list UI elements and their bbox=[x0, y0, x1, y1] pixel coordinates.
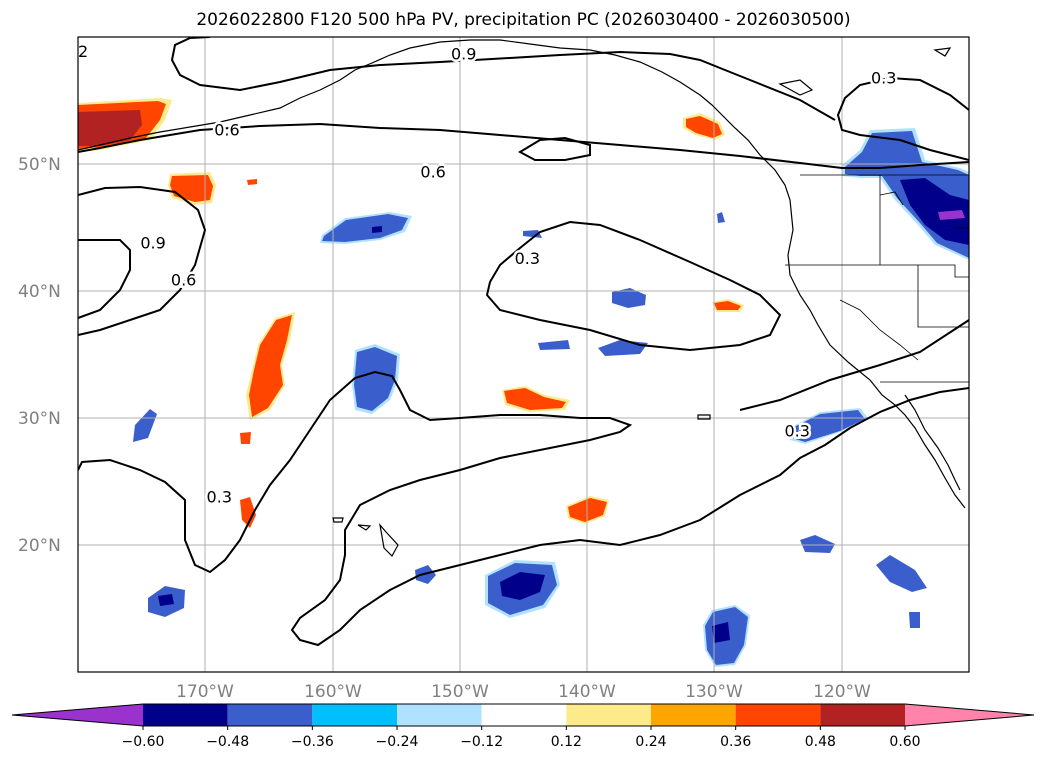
lon-label-140w: 140°W bbox=[558, 682, 616, 702]
colorbar: −0.60 −0.48 −0.36 −0.24 −0.12 0.12 0.24 0.36 0.4… bbox=[11, 703, 1035, 750]
precip-negative-patch bbox=[538, 340, 570, 350]
colorbar-tick-label: −0.60 bbox=[122, 734, 165, 750]
pv-contour bbox=[78, 239, 131, 319]
precip-negative-patch bbox=[372, 226, 382, 233]
lon-label-130w: 130°W bbox=[685, 682, 743, 702]
precip-negative-patch bbox=[938, 210, 965, 220]
coastline bbox=[332, 517, 344, 523]
precip-positive-patch bbox=[240, 497, 256, 528]
coastline bbox=[697, 414, 711, 420]
colorbar-tick-label: 0.36 bbox=[720, 734, 751, 750]
contour-label: 1.2 bbox=[63, 42, 88, 61]
colorbar-tick-label: 0.12 bbox=[551, 734, 582, 750]
coastlines bbox=[78, 39, 966, 557]
lon-label-120w: 120°W bbox=[813, 682, 871, 702]
colorbar-segment bbox=[227, 704, 313, 726]
pv-contours bbox=[78, 37, 969, 647]
precip-negative-patch bbox=[523, 230, 542, 238]
colorbar-extend-max bbox=[905, 704, 1034, 726]
pv-contour bbox=[78, 185, 207, 336]
map-plot-area: 1.2 0.9 0.6 0.6 0.3 0.9 0.6 0.3 0.3 0.3 bbox=[63, 37, 969, 672]
contour-label: 0.3 bbox=[784, 422, 809, 441]
contour-label: 0.6 bbox=[214, 121, 239, 140]
coastline bbox=[904, 394, 961, 491]
precip-positive-patch bbox=[686, 116, 722, 138]
coastline bbox=[379, 522, 399, 557]
contour-label: 0.6 bbox=[420, 163, 445, 182]
coastline bbox=[78, 39, 966, 509]
colorbar-segment bbox=[735, 704, 821, 726]
pv-contour bbox=[170, 37, 836, 121]
border bbox=[785, 264, 969, 278]
precip-negative-patch bbox=[909, 612, 920, 628]
lon-label-160w: 160°W bbox=[304, 682, 362, 702]
precip-negative-patch bbox=[133, 409, 157, 442]
precip-negative-patch bbox=[354, 347, 397, 411]
colorbar-segment bbox=[143, 704, 228, 726]
pv-contour bbox=[517, 136, 591, 161]
lon-label-170w: 170°W bbox=[176, 682, 234, 702]
lat-label-20n: 20°N bbox=[18, 536, 61, 556]
precip-patches bbox=[78, 98, 969, 667]
precip-negative-patch bbox=[900, 178, 969, 245]
pv-contour bbox=[78, 122, 969, 169]
colorbar-segment bbox=[651, 704, 736, 726]
political-borders bbox=[785, 174, 969, 383]
coastline bbox=[778, 79, 814, 96]
precip-positive-patch bbox=[504, 388, 566, 410]
precip-positive-patch bbox=[714, 301, 741, 310]
border bbox=[879, 191, 904, 206]
contour-label: 0.9 bbox=[140, 234, 165, 253]
lat-label-30n: 30°N bbox=[18, 409, 61, 429]
colorbar-tick-label: 0.60 bbox=[889, 734, 920, 750]
colorbar-tick-label: 0.24 bbox=[635, 734, 666, 750]
coastline bbox=[933, 47, 952, 57]
pv-contour bbox=[485, 220, 782, 352]
precip-negative-patch bbox=[717, 212, 725, 223]
colorbar-segment bbox=[481, 704, 567, 726]
precip-positive-patch bbox=[247, 179, 257, 185]
border bbox=[917, 265, 969, 328]
map-frame bbox=[77, 36, 970, 673]
border bbox=[839, 299, 919, 361]
precip-positive-patch bbox=[249, 315, 292, 417]
precip-negative-patch bbox=[712, 622, 730, 643]
pv-contour bbox=[78, 370, 969, 647]
colorbar-tick-label: −0.24 bbox=[376, 734, 419, 750]
precip-negative-patch bbox=[876, 555, 927, 592]
colorbar-tick-label: −0.12 bbox=[460, 734, 503, 750]
map-title: 2026022800 F120 500 hPa PV, precipitatio… bbox=[196, 10, 851, 30]
contour-label: 0.3 bbox=[515, 249, 540, 268]
precip-positive-patch bbox=[240, 432, 251, 444]
contour-label: 0.3 bbox=[871, 69, 896, 88]
precip-positive-patch bbox=[78, 110, 142, 146]
coastline bbox=[357, 524, 372, 531]
contour-label: 0.6 bbox=[171, 271, 196, 290]
pv-contour bbox=[836, 76, 969, 161]
colorbar-segment bbox=[397, 704, 482, 726]
colorbar-tick-label: −0.36 bbox=[291, 734, 334, 750]
precip-negative-patch bbox=[800, 535, 835, 553]
precip-negative-patch bbox=[500, 572, 545, 600]
contour-label: 0.3 bbox=[207, 488, 232, 507]
lat-label-50n: 50°N bbox=[18, 155, 61, 175]
lon-label-150w: 150°W bbox=[431, 682, 489, 702]
precip-negative-patch bbox=[322, 214, 408, 242]
contour-labels: 1.2 0.9 0.6 0.6 0.3 0.9 0.6 0.3 0.3 0.3 bbox=[63, 39, 899, 509]
precip-negative-patch bbox=[612, 288, 646, 308]
graticule bbox=[78, 37, 969, 672]
lat-label-40n: 40°N bbox=[18, 282, 61, 302]
contour-label: 0.9 bbox=[451, 45, 476, 64]
precip-negative-patch bbox=[598, 340, 648, 356]
colorbar-tick-label: 0.48 bbox=[805, 734, 836, 750]
colorbar-segment bbox=[566, 704, 651, 726]
pv-contour bbox=[739, 319, 969, 411]
precip-negative-patch bbox=[158, 594, 174, 606]
colorbar-segment bbox=[312, 704, 397, 726]
colorbar-tick-label: −0.48 bbox=[206, 734, 249, 750]
colorbar-extend-min bbox=[12, 704, 143, 726]
colorbar-segment bbox=[820, 704, 905, 726]
